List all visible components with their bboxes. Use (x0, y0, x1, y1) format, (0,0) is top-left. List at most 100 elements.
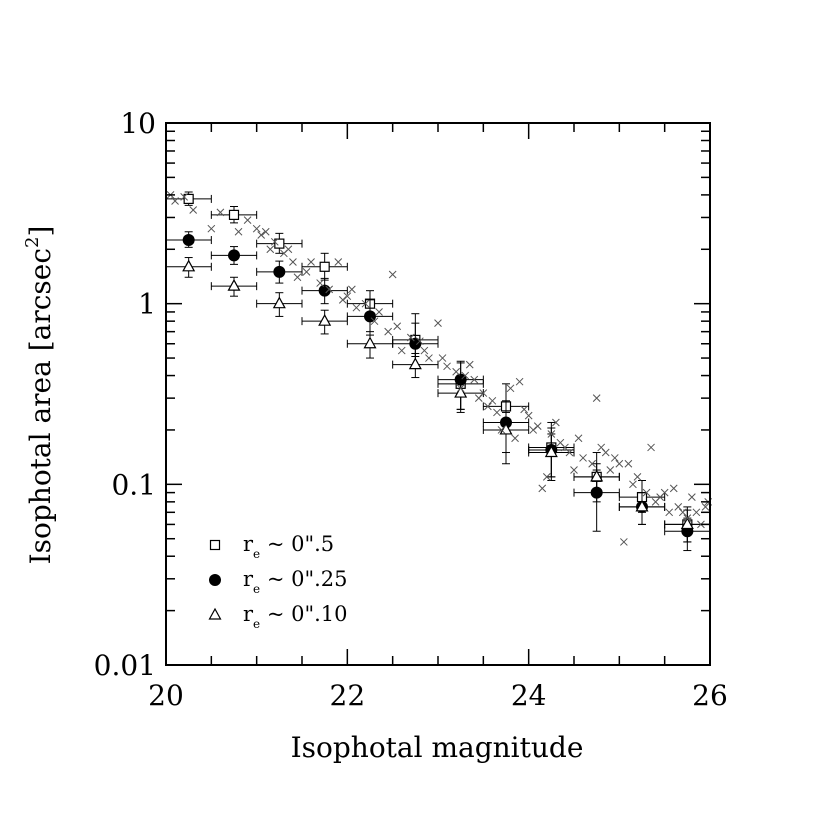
data-point (629, 480, 637, 489)
data-point (680, 517, 694, 530)
cross-stroke (678, 508, 687, 517)
data-point (533, 422, 542, 430)
x-tick-label: 26 (692, 679, 728, 712)
data-point (574, 434, 583, 443)
data-point (171, 197, 179, 205)
data-point (316, 279, 324, 287)
data-point (261, 227, 270, 236)
cross-stroke (465, 360, 474, 369)
data-point (425, 354, 433, 362)
cross-stroke (642, 488, 651, 497)
data-point (579, 454, 587, 462)
data-point (252, 224, 261, 233)
cross-stroke (688, 493, 696, 501)
data-point (565, 448, 574, 457)
data-point (547, 430, 556, 438)
data-point (438, 354, 447, 362)
data-point (692, 508, 701, 517)
cross-stroke (325, 285, 334, 294)
data-point (289, 258, 297, 266)
cross-stroke (674, 503, 683, 511)
cross-stroke (683, 514, 692, 522)
data-point (216, 208, 225, 217)
data-point (615, 459, 624, 468)
cross-stroke (542, 473, 551, 481)
data-point (456, 384, 465, 393)
legend-label-sub: e (253, 617, 260, 631)
cross-stroke (370, 317, 379, 326)
legend-label-main: r (243, 532, 254, 556)
data-point (228, 209, 240, 220)
cross-stroke (434, 319, 442, 328)
cross-stroke (388, 270, 397, 279)
data-point (635, 499, 649, 512)
x-axis-label: Isophotal magnitude (291, 731, 584, 764)
data-point (570, 466, 578, 474)
data-point (683, 514, 692, 522)
data-point (701, 503, 710, 511)
series-open-triangle (165, 257, 711, 543)
cross-stroke (588, 459, 596, 468)
data-point (182, 234, 195, 247)
cross-stroke (189, 206, 198, 214)
y-tick-label: 0.01 (94, 649, 156, 682)
y-axis-label-main: Isophotal area [arcsec (24, 248, 57, 564)
data-point (416, 337, 424, 346)
legend-label-rest: ~ 0".10 (260, 602, 347, 626)
data-point (284, 245, 293, 254)
y-axis-label-superscript: 2 (22, 237, 43, 248)
data-point (610, 454, 619, 462)
legend-label: re ~ 0".5 (243, 532, 334, 561)
legend-label-main: r (243, 602, 254, 626)
data-point (520, 405, 528, 414)
data-point (601, 448, 610, 457)
axis-labels: Isophotal magnitude Isophotal area [arcs… (22, 226, 583, 764)
data-point (515, 377, 524, 386)
data-point (647, 443, 655, 452)
cross-stroke (484, 402, 492, 411)
cross-stroke (556, 438, 565, 447)
cross-stroke (289, 258, 297, 266)
legend-label-rest: ~ 0".5 (260, 532, 334, 556)
data-point (461, 371, 470, 380)
x-tick-label: 20 (148, 679, 184, 712)
cross-stroke (443, 362, 451, 371)
cross-stroke (552, 418, 560, 427)
data-point (620, 538, 628, 546)
cross-stroke (397, 346, 406, 355)
legend-label-rest: ~ 0".25 (260, 567, 347, 591)
series-cross (166, 191, 713, 546)
data-point (493, 408, 501, 417)
data-point (497, 426, 506, 434)
cross-stroke (570, 466, 578, 474)
cross-stroke (302, 267, 311, 276)
data-point (606, 466, 615, 474)
data-point (318, 284, 331, 297)
data-point (338, 295, 347, 304)
cross-stroke (665, 508, 674, 517)
data-point (465, 360, 474, 369)
data-point (183, 193, 194, 205)
data-point (633, 473, 642, 481)
cross-stroke (497, 426, 506, 434)
data-point (552, 418, 560, 427)
cross-stroke (452, 367, 460, 376)
cross-stroke (601, 448, 610, 457)
x-tick-label: 24 (511, 679, 547, 712)
cross-stroke (669, 484, 678, 493)
cross-stroke (620, 538, 628, 546)
data-point (544, 445, 558, 458)
data-point (408, 357, 422, 370)
cross-stroke (647, 443, 655, 452)
cross-stroke (629, 480, 637, 489)
data-point (409, 337, 422, 350)
cross-stroke (470, 375, 479, 384)
legend-label-sub: e (253, 547, 260, 561)
cross-stroke (243, 216, 252, 224)
data-point (375, 308, 383, 316)
data-point (257, 231, 266, 239)
data-point (370, 317, 379, 326)
cross-stroke (479, 389, 488, 397)
cross-stroke (343, 292, 352, 301)
legend-entry: re ~ 0".25 (209, 567, 348, 596)
